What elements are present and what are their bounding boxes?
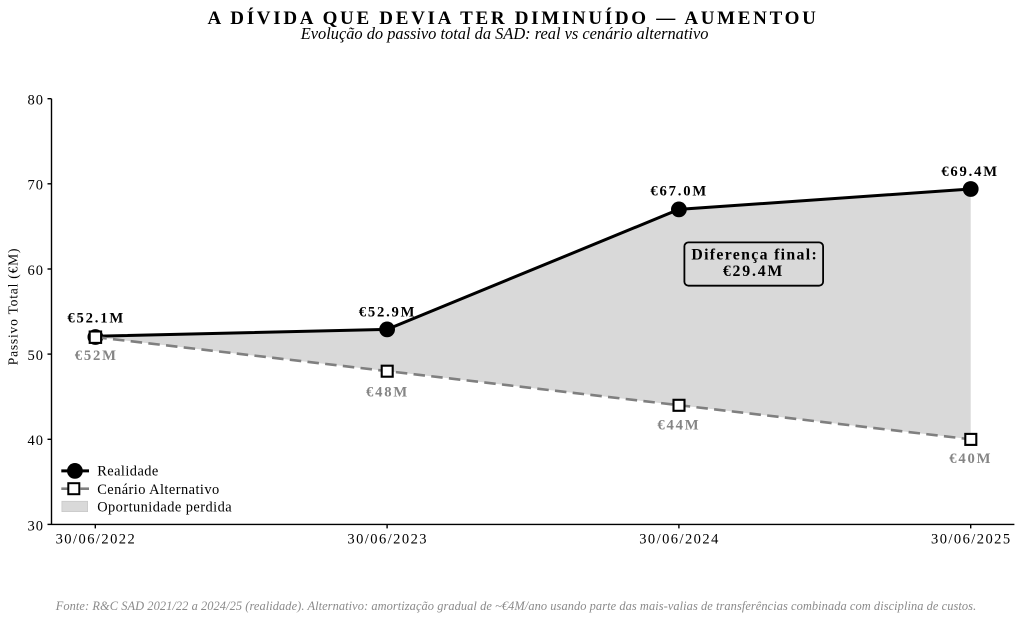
svg-text:€52M: €52M xyxy=(75,348,118,364)
svg-text:40: 40 xyxy=(27,433,44,449)
svg-text:€69.4M: €69.4M xyxy=(941,164,999,180)
svg-text:Fonte: R&C SAD 2021/22 a 2024/: Fonte: R&C SAD 2021/22 a 2024/25 (realid… xyxy=(55,599,976,613)
svg-text:30: 30 xyxy=(27,518,44,534)
svg-text:30/06/2024: 30/06/2024 xyxy=(639,532,720,548)
svg-text:80: 80 xyxy=(27,93,44,109)
svg-text:30/06/2025: 30/06/2025 xyxy=(931,532,1012,548)
svg-text:70: 70 xyxy=(27,178,44,194)
svg-text:Diferença final:: Diferença final: xyxy=(691,246,818,263)
svg-text:Oportunidade perdida: Oportunidade perdida xyxy=(97,500,232,516)
svg-text:A DÍVIDA QUE DEVIA TER DIMINUÍ: A DÍVIDA QUE DEVIA TER DIMINUÍDO — AUMEN… xyxy=(207,7,818,29)
svg-text:30/06/2023: 30/06/2023 xyxy=(347,532,428,548)
svg-text:Evolução do passivo total da S: Evolução do passivo total da SAD: real v… xyxy=(300,24,709,43)
svg-text:€67.0M: €67.0M xyxy=(650,184,708,200)
svg-text:€52.1M: €52.1M xyxy=(67,310,125,326)
svg-text:€52.9M: €52.9M xyxy=(359,304,417,320)
svg-text:30/06/2022: 30/06/2022 xyxy=(56,532,137,548)
svg-text:€29.4M: €29.4M xyxy=(723,263,784,280)
svg-text:€40M: €40M xyxy=(949,451,992,467)
svg-text:Cenário Alternativo: Cenário Alternativo xyxy=(97,482,219,498)
svg-text:€44M: €44M xyxy=(657,418,700,434)
svg-text:50: 50 xyxy=(27,348,44,364)
svg-text:€48M: €48M xyxy=(366,385,409,401)
svg-text:Passivo Total (€M): Passivo Total (€M) xyxy=(5,248,20,365)
svg-text:Realidade: Realidade xyxy=(97,463,159,479)
svg-text:60: 60 xyxy=(27,263,44,279)
